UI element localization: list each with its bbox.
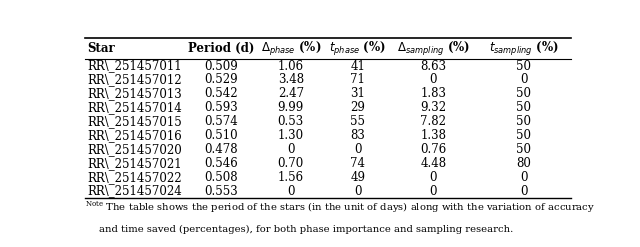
Text: 3.48: 3.48 bbox=[278, 73, 304, 86]
Text: 0: 0 bbox=[429, 171, 437, 184]
Text: 1.06: 1.06 bbox=[278, 60, 304, 73]
Text: RR\_251457024: RR\_251457024 bbox=[88, 185, 182, 198]
Text: 0.529: 0.529 bbox=[205, 73, 238, 86]
Text: 0.76: 0.76 bbox=[420, 143, 447, 156]
Text: 1.56: 1.56 bbox=[278, 171, 304, 184]
Text: 1.38: 1.38 bbox=[420, 129, 447, 142]
Text: 0.574: 0.574 bbox=[205, 115, 238, 128]
Text: 0.70: 0.70 bbox=[278, 157, 304, 170]
Text: 0.593: 0.593 bbox=[205, 101, 238, 114]
Text: 0: 0 bbox=[520, 185, 527, 198]
Text: RR\_251457014: RR\_251457014 bbox=[88, 101, 182, 114]
Text: 0.542: 0.542 bbox=[205, 87, 238, 100]
Text: 71: 71 bbox=[350, 73, 365, 86]
Text: $\Delta_{sampling}$ (%): $\Delta_{sampling}$ (%) bbox=[397, 40, 470, 58]
Text: 31: 31 bbox=[350, 87, 365, 100]
Text: 4.48: 4.48 bbox=[420, 157, 447, 170]
Text: 80: 80 bbox=[516, 157, 531, 170]
Text: RR\_251457022: RR\_251457022 bbox=[88, 171, 182, 184]
Text: 9.99: 9.99 bbox=[278, 101, 304, 114]
Text: 9.32: 9.32 bbox=[420, 101, 447, 114]
Text: 41: 41 bbox=[350, 60, 365, 73]
Text: $t_{phase}$ (%): $t_{phase}$ (%) bbox=[329, 40, 387, 58]
Text: 0: 0 bbox=[354, 185, 362, 198]
Text: 50: 50 bbox=[516, 129, 531, 142]
Text: 7.82: 7.82 bbox=[420, 115, 447, 128]
Text: 0.509: 0.509 bbox=[205, 60, 238, 73]
Text: 50: 50 bbox=[516, 115, 531, 128]
Text: 55: 55 bbox=[350, 115, 365, 128]
Text: 0.510: 0.510 bbox=[205, 129, 238, 142]
Text: $\Delta_{phase}$ (%): $\Delta_{phase}$ (%) bbox=[260, 40, 321, 58]
Text: 50: 50 bbox=[516, 101, 531, 114]
Text: 1.83: 1.83 bbox=[420, 87, 447, 100]
Text: 0.478: 0.478 bbox=[205, 143, 238, 156]
Text: 0: 0 bbox=[429, 185, 437, 198]
Text: RR\_251457013: RR\_251457013 bbox=[88, 87, 182, 100]
Text: 50: 50 bbox=[516, 143, 531, 156]
Text: 50: 50 bbox=[516, 87, 531, 100]
Text: 0: 0 bbox=[520, 73, 527, 86]
Text: RR\_251457020: RR\_251457020 bbox=[88, 143, 182, 156]
Text: 2.47: 2.47 bbox=[278, 87, 304, 100]
Text: 0: 0 bbox=[429, 73, 437, 86]
Text: RR\_251457016: RR\_251457016 bbox=[88, 129, 182, 142]
Text: and time saved (percentages), for both phase importance and sampling research.: and time saved (percentages), for both p… bbox=[99, 225, 513, 234]
Text: RR\_251457012: RR\_251457012 bbox=[88, 73, 182, 86]
Text: 8.63: 8.63 bbox=[420, 60, 447, 73]
Text: 1.30: 1.30 bbox=[278, 129, 304, 142]
Text: 0: 0 bbox=[287, 143, 294, 156]
Text: 0.53: 0.53 bbox=[278, 115, 304, 128]
Text: 0.553: 0.553 bbox=[205, 185, 238, 198]
Text: 50: 50 bbox=[516, 60, 531, 73]
Text: Period (d): Period (d) bbox=[188, 42, 255, 55]
Text: Star: Star bbox=[88, 42, 115, 55]
Text: 74: 74 bbox=[350, 157, 365, 170]
Text: RR\_251457015: RR\_251457015 bbox=[88, 115, 182, 128]
Text: 0: 0 bbox=[520, 171, 527, 184]
Text: RR\_251457021: RR\_251457021 bbox=[88, 157, 182, 170]
Text: 29: 29 bbox=[350, 101, 365, 114]
Text: $t_{sampling}$ (%): $t_{sampling}$ (%) bbox=[489, 40, 559, 58]
Text: RR\_251457011: RR\_251457011 bbox=[88, 60, 182, 73]
Text: 83: 83 bbox=[350, 129, 365, 142]
Text: 49: 49 bbox=[350, 171, 365, 184]
Text: $^{\mathregular{Note}}$ The table shows the period of the stars (in the unit of : $^{\mathregular{Note}}$ The table shows … bbox=[85, 200, 595, 215]
Text: 0.546: 0.546 bbox=[205, 157, 238, 170]
Text: 0.508: 0.508 bbox=[205, 171, 238, 184]
Text: 0: 0 bbox=[287, 185, 294, 198]
Text: 0: 0 bbox=[354, 143, 362, 156]
